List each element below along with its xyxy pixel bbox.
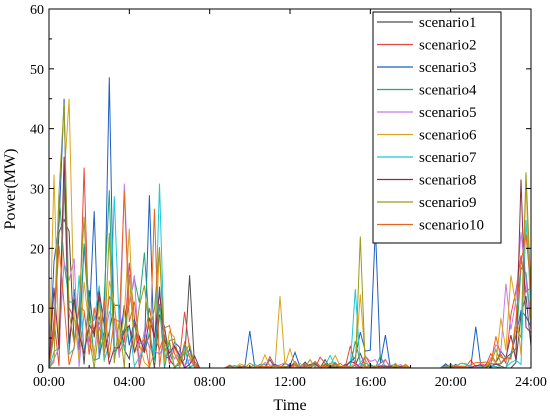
x-axis-title: Time [273, 397, 306, 414]
y-axis-title: Power(MW) [2, 149, 19, 230]
legend-box [372, 11, 502, 244]
legend-label-scenario6: scenario6 [419, 128, 477, 144]
y-tick-label: 10 [30, 302, 44, 317]
x-tick-label: 12:00 [274, 375, 306, 390]
legend-label-scenario5: scenario5 [419, 105, 476, 121]
legend-label-scenario7: scenario7 [419, 150, 477, 166]
x-tick-label: 04:00 [113, 375, 145, 390]
legend-label-scenario9: scenario9 [419, 195, 476, 211]
x-tick-label: 20:00 [435, 375, 467, 390]
y-axis: 0 10 20 30 40 50 60 [30, 3, 531, 377]
legend: scenario1 scenario2 scenario3 scenario4 scen… [372, 11, 502, 244]
y-tick-label: 30 [30, 183, 44, 198]
y-tick-label: 50 [30, 63, 44, 78]
x-tick-label: 08:00 [194, 375, 226, 390]
x-axis: 00:00 04:00 08:00 12:00 16:00 20:00 24:00 [33, 9, 547, 390]
y-tick-label: 40 [30, 123, 44, 138]
legend-label-scenario1: scenario1 [419, 15, 476, 31]
x-tick-label: 24:00 [515, 375, 547, 390]
legend-label-scenario8: scenario8 [419, 173, 476, 189]
y-tick-label: 0 [37, 362, 44, 377]
legend-label-scenario4: scenario4 [419, 83, 477, 99]
y-tick-label: 60 [30, 3, 44, 18]
x-tick-label: 16:00 [354, 375, 386, 390]
x-tick-label: 00:00 [33, 375, 65, 390]
series-layer [48, 77, 532, 370]
legend-label-scenario2: scenario2 [419, 38, 476, 54]
series-line-scenario6 [48, 98, 532, 369]
y-tick-label: 20 [30, 242, 44, 257]
legend-label-scenario3: scenario3 [419, 60, 476, 76]
legend-label-scenario10: scenario10 [419, 218, 484, 234]
